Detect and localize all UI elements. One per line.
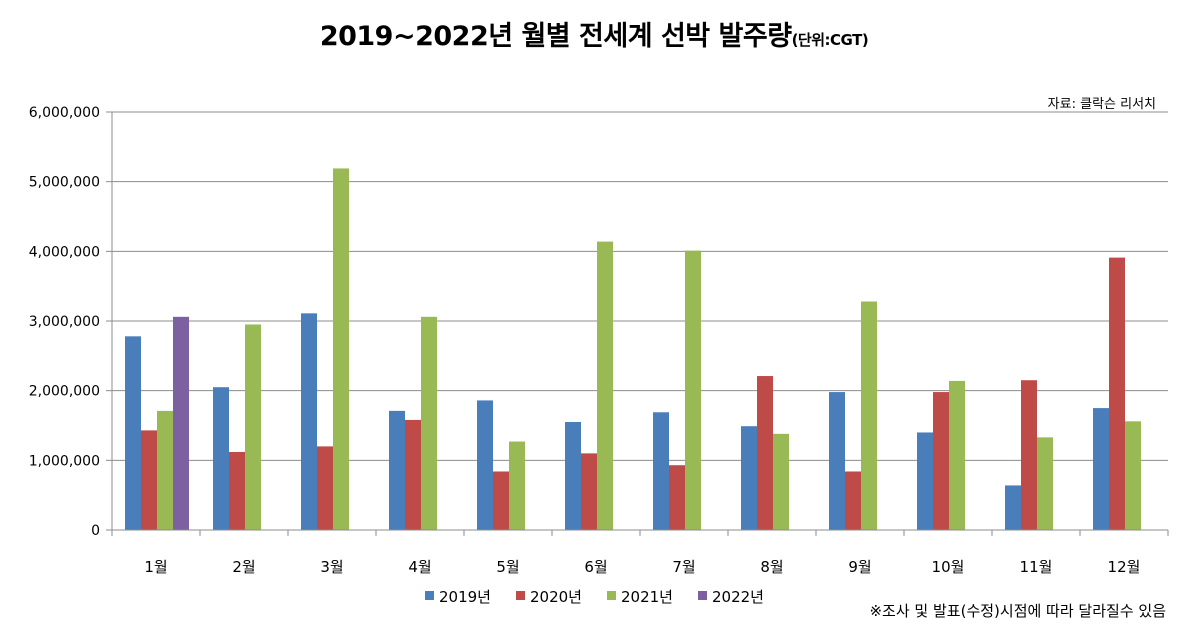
bar <box>685 250 701 531</box>
chart-title-main: 2019~2022년 월별 전세계 선박 발주량 <box>319 21 792 52</box>
bar <box>405 419 421 530</box>
bar <box>917 432 933 530</box>
bar <box>213 387 229 530</box>
legend-label: 2022년 <box>712 588 764 606</box>
y-tick-label: 4,000,000 <box>29 244 100 260</box>
bar <box>949 380 965 530</box>
source-note: 자료: 클락슨 리서치 <box>1047 97 1156 112</box>
bar <box>477 400 493 530</box>
legend: 2019년 2020년 2021년 2022년 <box>425 588 764 606</box>
footnote: ※조사 및 발표(수정)시점에 따라 달라질수 있음 <box>869 602 1166 620</box>
x-tick-label: 4월 <box>408 558 431 576</box>
bar <box>845 471 861 530</box>
x-tick-label: 6월 <box>584 558 607 576</box>
legend-label: 2021년 <box>621 588 673 606</box>
bar <box>493 471 509 530</box>
x-tick-label: 2월 <box>232 558 255 576</box>
gridlines <box>112 111 1168 461</box>
bar <box>741 426 757 530</box>
legend-swatch <box>425 591 434 600</box>
bar <box>317 446 333 530</box>
x-tick-label: 3월 <box>320 558 343 576</box>
y-tick-label: 6,000,000 <box>29 105 100 121</box>
legend-swatch <box>516 591 525 600</box>
x-tick-label: 11월 <box>1020 558 1053 576</box>
y-tick-label: 2,000,000 <box>29 384 100 400</box>
y-tick-label: 0 <box>91 523 100 539</box>
chart-title-unit: (단위:CGT) <box>791 31 869 49</box>
bar <box>229 451 245 530</box>
bar <box>1021 380 1037 530</box>
x-tick-labels: 1월 2월 3월 4월 5월 6월 7월 8월 9월 10월 11월 12월 <box>144 558 1140 576</box>
bar <box>1109 257 1125 530</box>
bar <box>597 241 613 530</box>
bar <box>669 465 685 530</box>
legend-swatch <box>607 591 616 600</box>
x-tick-label: 7월 <box>672 558 695 576</box>
bar <box>1093 408 1109 530</box>
legend-label: 2020년 <box>530 588 582 606</box>
bar <box>509 441 525 530</box>
bar <box>1125 421 1141 530</box>
x-tick-label: 10월 <box>932 558 965 576</box>
x-tick-label: 12월 <box>1108 558 1141 576</box>
bar <box>301 313 317 530</box>
y-tick-label: 5,000,000 <box>29 175 100 191</box>
legend-label: 2019년 <box>439 588 491 606</box>
bar <box>861 301 877 530</box>
bar <box>581 453 597 530</box>
bar <box>389 410 405 530</box>
axes <box>106 111 1169 536</box>
legend-swatch <box>698 591 707 600</box>
bar <box>125 336 141 530</box>
chart-title: 2019~2022년 월별 전세계 선박 발주량(단위:CGT) <box>0 14 1188 53</box>
bar <box>773 433 789 530</box>
x-tick-label: 8월 <box>760 558 783 576</box>
bar <box>421 316 437 530</box>
y-tick-label: 1,000,000 <box>29 453 100 469</box>
bar <box>757 376 773 530</box>
bars <box>125 168 1141 531</box>
bar <box>141 430 157 530</box>
y-tick-label: 3,000,000 <box>29 314 100 330</box>
bar <box>829 392 845 530</box>
bar <box>173 316 189 530</box>
x-tick-label: 1월 <box>144 558 167 576</box>
bar <box>333 168 349 530</box>
bar <box>157 410 173 530</box>
bar <box>653 412 669 530</box>
bar <box>1037 437 1053 530</box>
bar <box>1005 485 1021 530</box>
y-tick-labels: 0 1,000,000 2,000,000 3,000,000 4,000,000 5,0… <box>29 105 100 539</box>
bar <box>245 324 261 530</box>
bar <box>933 392 949 530</box>
x-tick-label: 5월 <box>496 558 519 576</box>
x-tick-label: 9월 <box>848 558 871 576</box>
bar <box>565 422 581 530</box>
